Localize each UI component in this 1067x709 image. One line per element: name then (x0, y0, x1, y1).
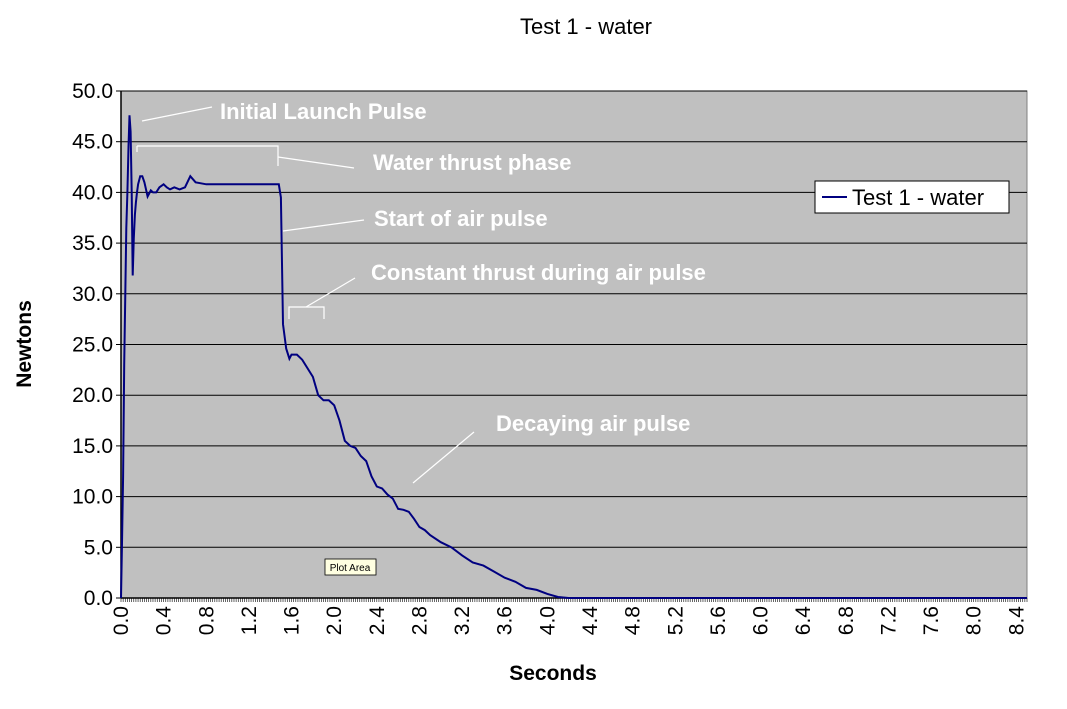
x-tick-label: 6.0 (750, 606, 773, 635)
annotation-initial-launch-pulse: Initial Launch Pulse (220, 99, 427, 124)
x-tick-label: 2.0 (323, 606, 346, 635)
x-tick-label: 0.4 (153, 606, 176, 636)
x-tick-label: 8.0 (963, 606, 986, 635)
x-tick-label: 8.4 (1005, 606, 1028, 636)
chart-title: Test 1 - water (520, 14, 652, 39)
x-tick-label: 3.6 (494, 606, 517, 635)
x-tick-label: 2.4 (366, 606, 389, 636)
x-tick-label: 6.8 (835, 606, 858, 635)
annotation-decaying-air-pulse: Decaying air pulse (496, 411, 690, 436)
leader-decaying-air-pulse (412, 431, 475, 484)
y-tick-label: 30.0 (72, 283, 113, 306)
annotation-start-of-air-pulse: Start of air pulse (374, 206, 548, 231)
x-tick-label: 6.4 (792, 606, 815, 636)
series-line-test-1-water[interactable] (120, 115, 1027, 599)
x-tick-label: 0.8 (195, 606, 218, 635)
tooltip-label: Plot Area (330, 563, 371, 574)
x-tick-label: 1.2 (238, 606, 261, 635)
y-tick-label: 35.0 (72, 232, 113, 255)
y-axis: 0.0 5.0 10.0 15.0 20.0 25.0 30.0 35.0 40.0 45.0 50… (72, 80, 122, 610)
x-tick-label: 7.6 (920, 606, 943, 635)
x-tick-label: 4.0 (536, 606, 559, 635)
bracket-water-thrust-phase (137, 145, 279, 166)
x-tick-label: 4.8 (622, 606, 645, 635)
x-tick-label: 5.6 (707, 606, 730, 635)
x-tick-label: 2.8 (408, 606, 431, 635)
legend-label: Test 1 - water (852, 185, 984, 210)
leader-constant-thrust (305, 277, 356, 308)
annotation-constant-thrust: Constant thrust during air pulse (371, 260, 706, 285)
y-tick-label: 0.0 (84, 587, 113, 610)
x-axis: 0.0 0.4 0.8 1.2 1.6 2.0 2.4 2.8 3.2 3.6 4.0 4.4 4.8 5… (110, 597, 1028, 636)
x-tick-label: 5.2 (664, 606, 687, 635)
x-tick-label: 7.2 (877, 606, 900, 635)
x-tick-label: 1.6 (281, 606, 304, 635)
y-tick-label: 15.0 (72, 435, 113, 458)
plot-area-tooltip: Plot Area (324, 558, 377, 576)
annotation-water-thrust-phase: Water thrust phase (373, 150, 571, 175)
y-tick-label: 25.0 (72, 334, 113, 357)
tooltip-box (324, 558, 377, 576)
gridlines (121, 90, 1027, 548)
x-tick-label: 4.4 (579, 606, 602, 636)
leader-water-thrust-phase (277, 156, 355, 169)
y-tick-label: 20.0 (72, 384, 113, 407)
leader-initial-launch-pulse (141, 106, 213, 122)
y-tick-label: 5.0 (84, 536, 113, 559)
leader-start-of-air-pulse (282, 219, 365, 232)
x-axis-label: Seconds (509, 662, 597, 685)
x-tick-label: 3.2 (451, 606, 474, 635)
annotation-leaders (136, 106, 475, 484)
legend[interactable]: Test 1 - water (814, 180, 1010, 214)
y-tick-label: 40.0 (72, 181, 113, 204)
x-tick-label: 0.0 (110, 606, 133, 635)
legend-box (814, 180, 1010, 214)
y-tick-label: 50.0 (72, 80, 113, 103)
y-tick-label: 45.0 (72, 131, 113, 154)
x-minor-ticks (120, 598, 1028, 602)
y-axis-label: Newtons (13, 300, 36, 388)
y-tick-label: 10.0 (72, 486, 113, 509)
